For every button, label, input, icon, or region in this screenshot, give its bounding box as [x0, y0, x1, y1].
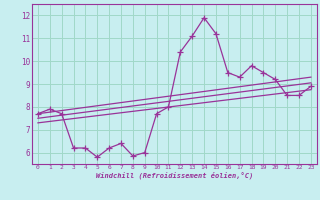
X-axis label: Windchill (Refroidissement éolien,°C): Windchill (Refroidissement éolien,°C) — [96, 172, 253, 179]
